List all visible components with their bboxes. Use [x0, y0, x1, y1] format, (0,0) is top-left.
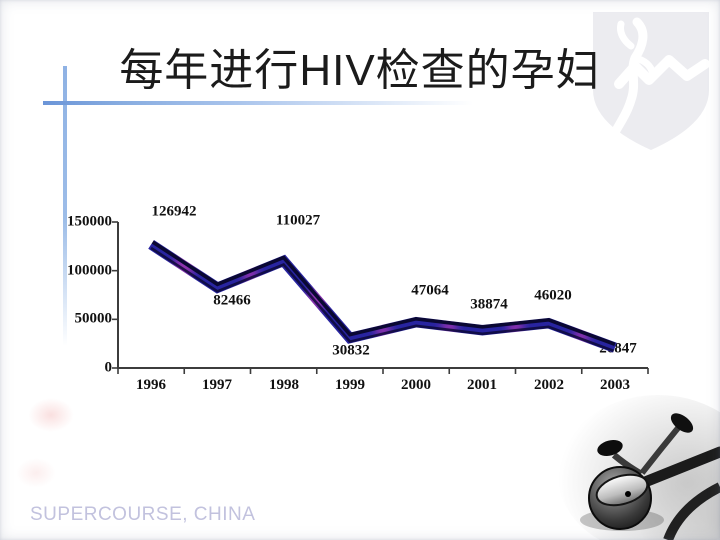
slide-title: 每年进行HIV检查的孕妇 — [70, 34, 650, 98]
chart-line-ribbon — [60, 195, 660, 395]
supercourse-shield-icon — [593, 12, 710, 150]
hiv-tests-line-chart: 150000 100000 50000 0 1996 1997 1998 199… — [60, 195, 660, 410]
slide-title-prefix: 每年进行 — [119, 46, 300, 95]
line-plot — [60, 195, 660, 395]
decorative-cross-horizontal-line — [43, 101, 473, 105]
footer-supercourse-label: SUPERCOURSE, CHINA — [30, 504, 256, 525]
faint-pink-smudge — [16, 458, 56, 488]
slide-title-acronym: HIV — [299, 46, 376, 95]
slide-title-suffix: 检查的孕妇 — [375, 46, 601, 95]
stethoscope-icon — [558, 395, 720, 540]
